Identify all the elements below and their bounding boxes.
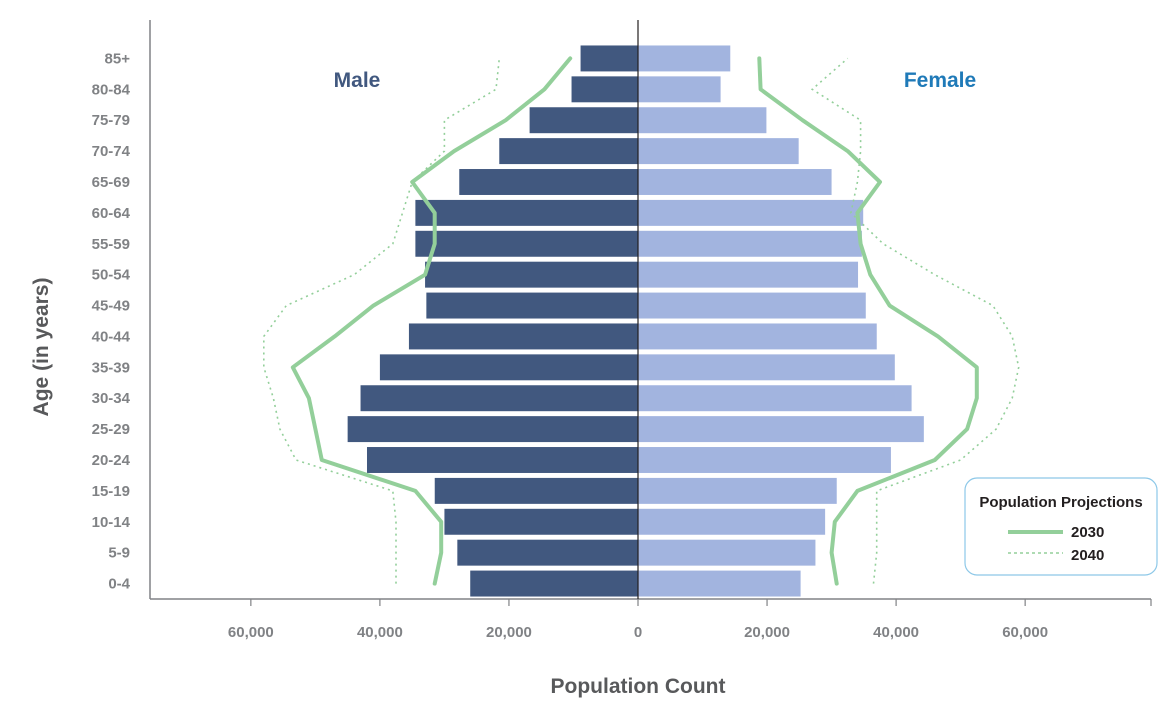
female-bar-0-4 [638,570,801,597]
y-tick-label: 60-64 [92,205,131,222]
y-tick-label: 40-44 [92,328,131,345]
bars-layer [347,45,924,597]
female-bar-15-19 [638,477,837,504]
legend-label-2030: 2030 [1071,524,1104,541]
female-bar-65-69 [638,169,832,195]
male-bar-65-69 [459,169,638,195]
female-bar-85+ [638,45,731,72]
x-tick-label: 40,000 [357,624,403,641]
y-tick-label: 10-14 [92,514,131,531]
y-tick-label: 75-79 [92,112,130,129]
female-bar-30-34 [638,385,912,412]
y-tick-label: 20-24 [92,452,131,469]
y-tick-label: 70-74 [92,143,131,160]
projection-2040-male-line [262,58,501,584]
x-tick-label: 60,000 [1002,624,1048,641]
legend: Population Projections 2030 2040 [964,477,1158,576]
female-bar-5-9 [638,539,816,566]
female-bar-20-24 [638,447,891,473]
male-bar-20-24 [366,447,638,473]
y-tick-label: 45-49 [92,298,130,315]
male-label: Male [334,69,381,92]
male-bar-30-34 [360,385,638,412]
male-bar-80-84 [571,76,638,103]
male-bar-60-64 [415,199,638,226]
projection-2030-male-line [290,56,573,586]
x-tick-label: 0 [634,624,642,641]
y-tick-label: 15-19 [92,483,130,500]
female-bar-80-84 [638,76,721,103]
legend-box [964,477,1158,576]
male-bar-25-29 [347,416,638,443]
y-tick-label: 5-9 [108,545,130,562]
x-tick-label: 20,000 [744,624,790,641]
male-bar-0-4 [470,570,638,597]
projection-2030-female-line [757,56,979,586]
x-tick-label: 60,000 [228,624,274,641]
female-bar-60-64 [638,199,864,226]
male-bar-35-39 [379,354,638,381]
y-tick-label: 35-39 [92,359,130,376]
female-bar-75-79 [638,107,767,134]
y-axis-title: Age (in years) [30,278,53,417]
female-bar-45-49 [638,292,866,319]
x-axis-title: Population Count [551,675,726,698]
ticks-layer: 0-4 5-9 10-14 15-19 20-24 25-29 30-34 35-39 40-4… [92,50,1152,641]
male-bar-75-79 [529,107,638,134]
projection-lines-layer [262,56,1020,586]
female-bar-70-74 [638,138,799,165]
x-tick-label: 40,000 [873,624,919,641]
x-tick-label: 20,000 [486,624,532,641]
female-bar-25-29 [638,416,924,443]
male-bar-5-9 [457,539,638,566]
female-bar-40-44 [638,323,877,350]
legend-label-2040: 2040 [1071,547,1104,564]
male-bar-40-44 [408,323,638,350]
female-bar-10-14 [638,508,826,535]
y-tick-label: 30-34 [92,390,131,407]
male-bar-10-14 [444,508,638,535]
y-tick-label: 80-84 [92,81,131,98]
y-tick-label: 0-4 [108,576,130,593]
y-tick-label: 50-54 [92,267,131,284]
male-bar-85+ [580,45,638,72]
male-bar-55-59 [415,230,638,257]
axes-layer [149,20,1151,600]
female-bar-50-54 [638,261,859,288]
legend-title: Population Projections [979,494,1142,511]
y-tick-label: 85+ [105,50,131,67]
female-label: Female [904,69,976,92]
male-bar-15-19 [434,477,638,504]
male-bar-50-54 [425,261,638,288]
y-tick-label: 65-69 [92,174,130,191]
female-bar-55-59 [638,230,862,257]
y-tick-label: 55-59 [92,236,130,253]
male-bar-45-49 [426,292,638,319]
y-tick-label: 25-29 [92,421,130,438]
female-bar-35-39 [638,354,895,381]
male-bar-70-74 [499,138,638,165]
